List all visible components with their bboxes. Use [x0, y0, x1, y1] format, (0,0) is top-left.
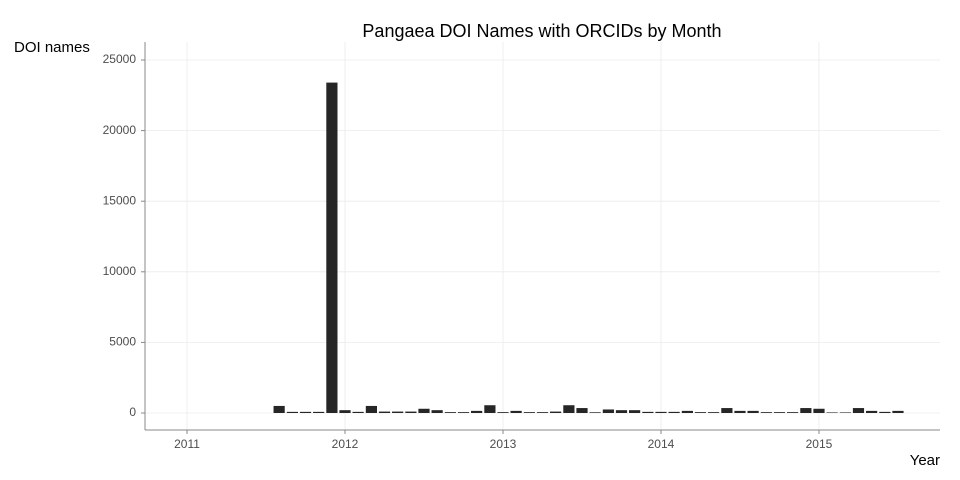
bar [431, 410, 443, 413]
x-tick-label: 2012 [332, 437, 359, 451]
x-tick-label: 2014 [648, 437, 675, 451]
x-axis-label: Year [910, 452, 940, 469]
bar [734, 410, 746, 413]
y-tick-label: 20000 [103, 123, 137, 137]
bar [615, 410, 628, 413]
x-tick-label: 2015 [806, 437, 833, 451]
bar [694, 412, 707, 413]
bar [576, 408, 588, 413]
y-tick-label: 0 [129, 405, 136, 419]
bar [642, 411, 654, 413]
bar [365, 405, 377, 413]
bar [286, 411, 298, 413]
bar [523, 412, 535, 413]
y-tick-label: 5000 [109, 335, 136, 349]
bar [444, 412, 456, 413]
bar [629, 410, 641, 413]
bar [865, 410, 878, 413]
bar [326, 82, 338, 413]
bar [313, 411, 325, 413]
bar [668, 411, 680, 413]
bar [892, 410, 904, 413]
bar [405, 411, 417, 413]
bar [352, 411, 364, 413]
y-axis-label: DOI names [14, 39, 90, 56]
bar [747, 410, 759, 413]
bar [787, 412, 799, 413]
bar [378, 411, 391, 413]
bar [852, 408, 865, 413]
bar [484, 405, 496, 413]
bar [339, 410, 351, 413]
bar [813, 408, 825, 413]
bar [839, 412, 851, 413]
bar [563, 405, 575, 413]
bar [589, 412, 601, 413]
bar [471, 410, 483, 413]
bar [826, 412, 838, 413]
chart-title: Pangaea DOI Names with ORCIDs by Month [362, 21, 721, 41]
x-tick-label: 2011 [174, 437, 200, 451]
bar [708, 412, 720, 413]
y-tick-label: 15000 [103, 193, 137, 207]
bar [721, 408, 733, 413]
bar [681, 410, 693, 413]
bar [800, 408, 812, 413]
bar [536, 412, 549, 413]
bar [457, 412, 470, 413]
bar [550, 411, 562, 413]
bar [760, 412, 772, 413]
bar [773, 412, 786, 413]
bar [602, 409, 614, 413]
bar [497, 412, 509, 413]
y-tick-label: 10000 [103, 264, 137, 278]
bar [299, 411, 312, 413]
bar [655, 411, 667, 413]
bar [392, 411, 404, 413]
bar [273, 405, 285, 413]
bar [510, 410, 522, 413]
x-tick-label: 2013 [490, 437, 517, 451]
y-tick-label: 25000 [103, 52, 137, 66]
bar [418, 408, 430, 413]
bar [879, 411, 891, 413]
